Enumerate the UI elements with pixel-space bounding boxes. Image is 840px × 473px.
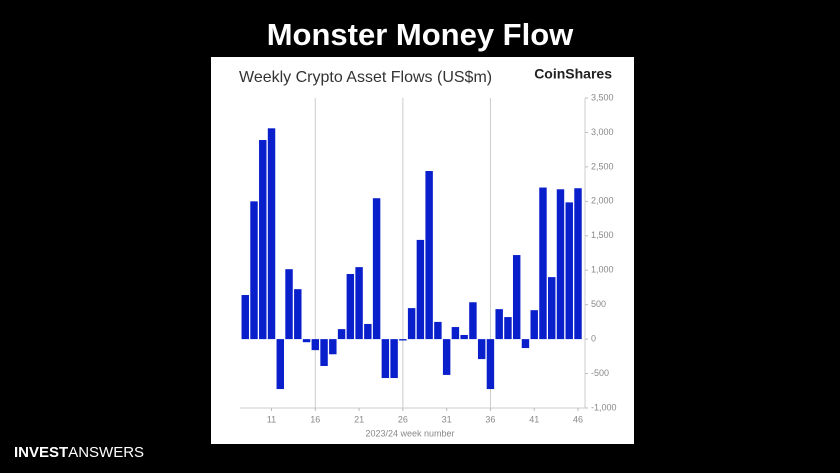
bar (556, 189, 565, 340)
bar (469, 302, 477, 340)
x-tick-label: 26 (398, 414, 408, 424)
bar (416, 239, 425, 340)
bar (451, 327, 460, 340)
bar (512, 255, 521, 340)
bar (250, 201, 258, 340)
bar (294, 289, 302, 340)
bar (574, 188, 582, 340)
bar (302, 339, 311, 343)
x-tick-label: 16 (310, 414, 320, 424)
y-tick-label: 3,500 (591, 92, 614, 102)
bar (381, 339, 390, 379)
y-tick-label: -1,000 (591, 402, 617, 412)
bar (285, 269, 293, 340)
bar (355, 267, 363, 340)
bar (267, 128, 276, 340)
y-tick-label: 1,500 (591, 230, 614, 240)
y-tick-label: 0 (591, 333, 596, 343)
x-axis-label: 2023/24 week number (365, 428, 454, 438)
brand-bold: INVEST (14, 444, 68, 461)
bar (477, 339, 486, 360)
bar (539, 187, 547, 340)
bar (548, 277, 556, 340)
y-tick-label: 3,000 (591, 127, 614, 137)
y-tick-label: 1,000 (591, 265, 614, 275)
x-tick-label: 31 (442, 414, 452, 424)
bar (259, 140, 267, 340)
bar (407, 308, 416, 340)
bar (495, 309, 503, 340)
bar (390, 339, 398, 379)
y-tick-label: -500 (591, 368, 609, 378)
x-tick-label: 21 (354, 414, 364, 424)
bar (311, 339, 320, 351)
bar (241, 295, 249, 340)
bar (460, 334, 468, 340)
x-tick-label: 36 (485, 414, 495, 424)
source-logo: CoinShares (534, 66, 612, 82)
bar (276, 339, 285, 390)
x-tick-label: 46 (573, 414, 583, 424)
y-tick-label: 500 (591, 299, 606, 309)
bar (364, 323, 372, 340)
bar (399, 339, 407, 341)
bar (337, 329, 346, 340)
y-tick-label: 2,000 (591, 196, 614, 206)
bar (346, 274, 355, 340)
bar (530, 310, 538, 340)
bar (320, 339, 328, 366)
bar (434, 321, 442, 340)
bar (565, 202, 573, 340)
bar (329, 339, 337, 355)
bar (521, 339, 530, 349)
x-tick-label: 41 (529, 414, 539, 424)
heading: Monster Money Flow (267, 17, 574, 52)
brand-light: ANSWERS (68, 444, 144, 461)
x-tick-label: 11 (267, 414, 276, 424)
bar (442, 339, 451, 375)
bar (486, 339, 495, 390)
bar (425, 171, 433, 340)
brand: INVESTANSWERS (14, 444, 144, 461)
y-tick-label: 2,500 (591, 161, 614, 171)
chart-title: Weekly Crypto Asset Flows (US$m) (239, 69, 492, 86)
bar (372, 198, 381, 340)
bar (504, 317, 512, 340)
